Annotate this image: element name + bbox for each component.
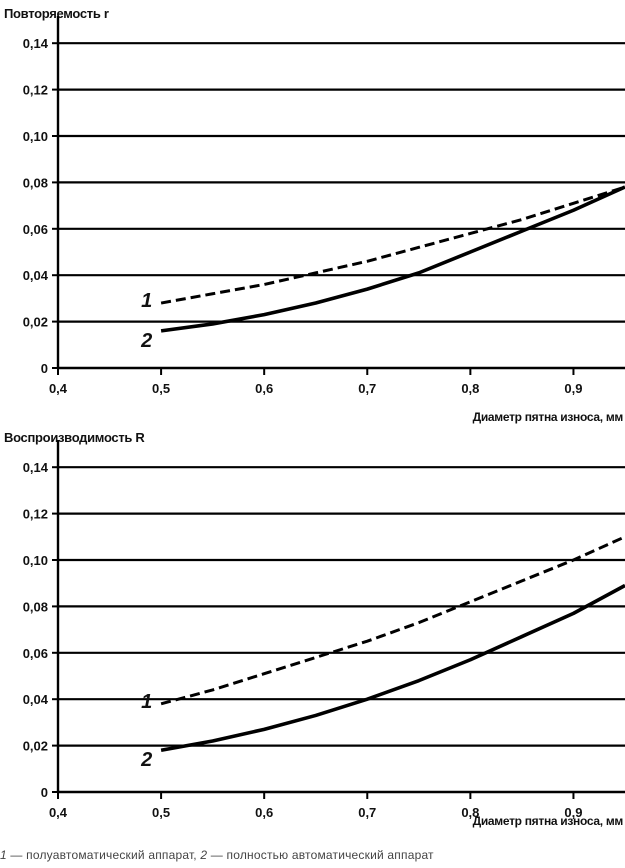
x-tick-label: 0,6 xyxy=(255,805,273,820)
series-label-1: 1 xyxy=(141,691,152,713)
y-tick-label: 0 xyxy=(41,785,48,800)
x-tick-label: 0,8 xyxy=(461,805,479,820)
y-tick-label: 0 xyxy=(41,361,48,376)
footnote: 1 — полуавтоматический аппарат, 2 — полн… xyxy=(0,848,625,862)
series-label-2: 2 xyxy=(140,749,152,771)
reproducibility-plot: 0 0,02 0,04 0,06 0,08 0,10 0,12 0,14 0,4 0,5 0,6 0,… xyxy=(23,440,625,820)
x-tick-label: 0,5 xyxy=(152,381,170,396)
x-tick-label: 0,6 xyxy=(255,381,273,396)
footnote-text-2: — полностью автоматический аппарат xyxy=(207,848,434,862)
x-axis-label: Диаметр пятна износа, мм xyxy=(472,410,624,424)
y-tick-label: 0,04 xyxy=(23,692,49,707)
x-tick-label: 0,8 xyxy=(461,381,479,396)
series-line-1 xyxy=(160,185,625,305)
y-tick-label: 0,14 xyxy=(23,36,49,51)
series-label-1: 1 xyxy=(141,290,152,312)
x-axis-label: Диаметр пятна износа, мм xyxy=(472,814,624,828)
series-line-2 xyxy=(160,185,625,333)
y-tick-label: 0,06 xyxy=(23,222,48,237)
y-axis-label: Воспроизводимость R xyxy=(4,430,145,445)
x-tick-label: 0,4 xyxy=(49,381,68,396)
series-line-1 xyxy=(160,535,625,706)
y-tick-label: 0,12 xyxy=(23,507,48,522)
series-line-2 xyxy=(160,583,625,753)
y-tick-label: 0,02 xyxy=(23,315,48,330)
y-tick-label: 0,06 xyxy=(23,646,48,661)
repeatability-plot: 0 0,02 0,04 0,06 0,08 0,10 0,12 0,14 0,4 0,5 0,6 0,… xyxy=(23,16,625,396)
x-tick-label: 0,5 xyxy=(152,805,170,820)
repeatability-chart: Повторяемость r 0 0,02 0,04 0,06 0,08 0,10 0,1… xyxy=(0,0,625,424)
footnote-text-1: — полуавтоматический аппарат, xyxy=(6,848,201,862)
x-tick-label: 0,9 xyxy=(564,381,582,396)
x-tick-label: 0,9 xyxy=(564,805,582,820)
x-tick-label: 0,4 xyxy=(49,805,68,820)
y-tick-label: 0,14 xyxy=(23,460,49,475)
y-tick-label: 0,08 xyxy=(23,175,48,190)
footnote-number-2: 2 xyxy=(200,848,208,862)
y-tick-label: 0,12 xyxy=(23,83,48,98)
reproducibility-chart: Воспроизводимость R 0 0,02 0,04 0,06 0,08 0,1… xyxy=(0,424,625,834)
y-axis-label: Повторяемость r xyxy=(4,6,109,21)
series-label-2: 2 xyxy=(140,330,152,352)
y-tick-label: 0,08 xyxy=(23,599,48,614)
footnote-number-1: 1 xyxy=(0,848,7,862)
y-tick-label: 0,10 xyxy=(23,129,48,144)
x-tick-label: 0,7 xyxy=(358,381,376,396)
x-tick-label: 0,7 xyxy=(358,805,376,820)
y-tick-label: 0,04 xyxy=(23,268,49,283)
y-tick-label: 0,02 xyxy=(23,739,48,754)
y-tick-label: 0,10 xyxy=(23,553,48,568)
